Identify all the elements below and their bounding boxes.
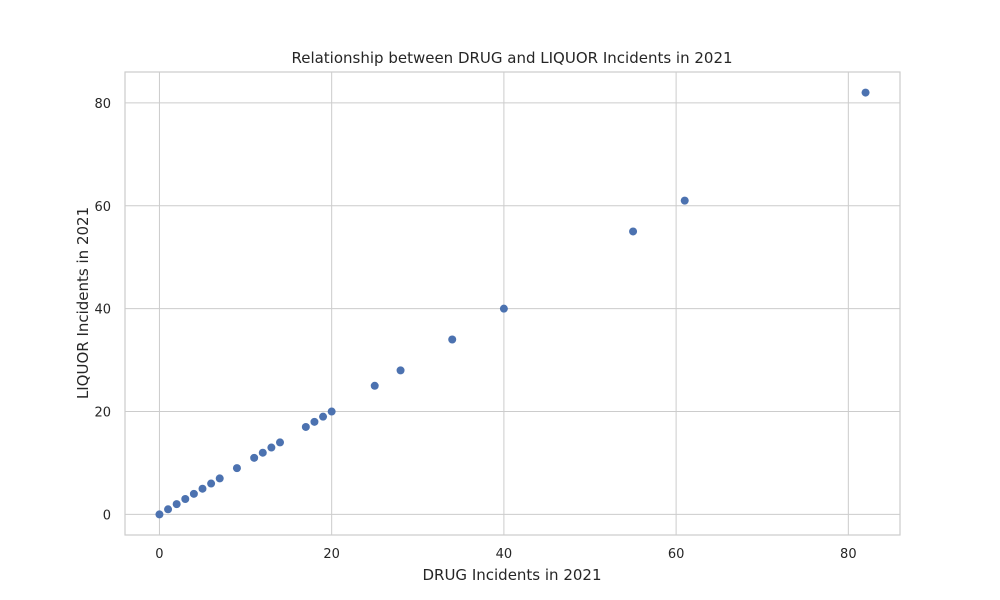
data-point (499, 304, 508, 313)
y-axis-label: LIQUOR Incidents in 2021 (74, 207, 92, 399)
data-point (189, 489, 198, 498)
x-tick-label: 20 (323, 547, 340, 562)
data-point (396, 366, 405, 375)
data-point (172, 500, 181, 509)
data-point (155, 510, 164, 519)
data-point (319, 412, 328, 421)
data-point (301, 422, 310, 431)
x-tick-label: 80 (840, 547, 857, 562)
data-point (250, 453, 259, 462)
data-points (155, 88, 870, 519)
x-tick-label: 0 (155, 547, 163, 562)
grid-lines (125, 72, 900, 535)
data-point (370, 381, 379, 390)
y-tick-label: 20 (94, 406, 111, 421)
x-tick-label: 60 (668, 547, 685, 562)
y-tick-label: 60 (94, 200, 111, 215)
data-point (232, 464, 241, 473)
data-point (198, 484, 207, 493)
y-tick-label: 40 (94, 303, 111, 318)
data-point (267, 443, 276, 452)
data-point (164, 505, 173, 514)
data-point (629, 227, 638, 236)
x-axis-label: DRUG Incidents in 2021 (422, 566, 601, 584)
data-point (207, 479, 216, 488)
y-tick-label: 80 (94, 97, 111, 112)
data-point (680, 196, 689, 205)
data-point (276, 438, 284, 447)
data-point (861, 88, 870, 97)
data-point (448, 335, 457, 344)
x-axis-ticks: 0 20 40 60 80 (155, 547, 856, 562)
chart-title: Relationship between DRUG and LIQUOR Inc… (291, 49, 732, 67)
y-axis-ticks: 0 20 40 60 80 (94, 97, 111, 524)
data-point (181, 494, 190, 503)
data-point (327, 407, 336, 416)
data-point (258, 448, 267, 457)
data-point (310, 417, 319, 426)
data-point (215, 474, 224, 483)
y-tick-label: 0 (103, 508, 111, 523)
x-tick-label: 40 (496, 547, 513, 562)
plot-frame (124, 71, 901, 536)
